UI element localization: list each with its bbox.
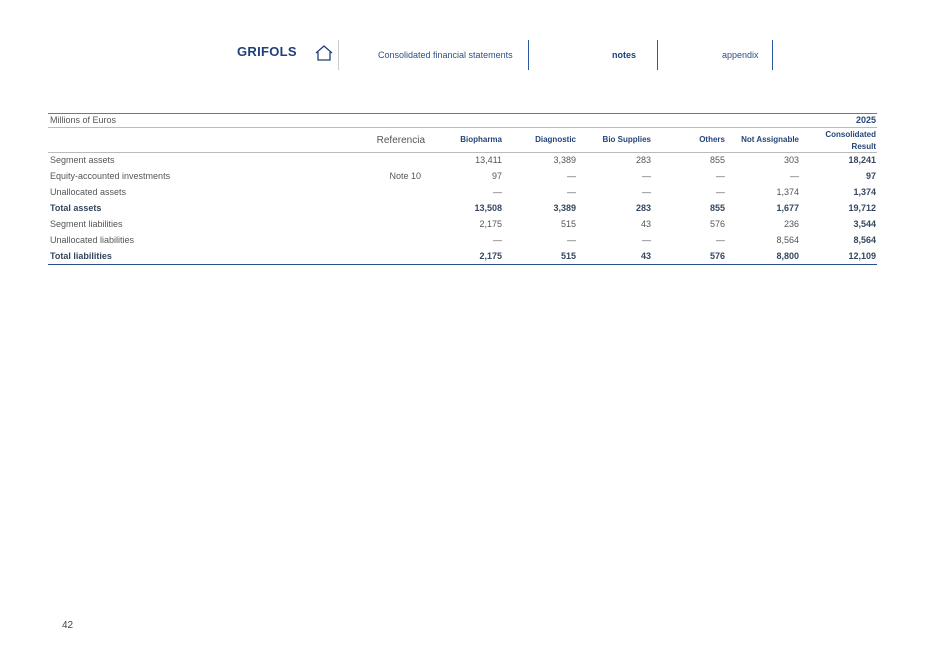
- cell-value: 13,508: [474, 203, 502, 213]
- cell-value: 18,241: [848, 155, 876, 165]
- cell-value: 303: [783, 155, 799, 165]
- cell-value: —: [567, 171, 576, 181]
- cell-value: —: [567, 187, 576, 197]
- cell-value: 3,389: [553, 203, 576, 213]
- cell-value: 515: [560, 251, 576, 261]
- row-label: Unallocated assets: [50, 187, 127, 197]
- rule: [48, 152, 877, 153]
- cell-value: —: [716, 171, 725, 181]
- column-header: Bio Supplies: [602, 135, 651, 144]
- cell-value: —: [642, 187, 651, 197]
- rule: [48, 113, 877, 114]
- cell-value: 19,712: [848, 203, 876, 213]
- home-icon[interactable]: [314, 44, 334, 62]
- cell-value: 2,175: [479, 219, 502, 229]
- cell-value: 515: [560, 219, 576, 229]
- cell-value: —: [790, 171, 799, 181]
- nav-link[interactable]: notes: [612, 50, 637, 60]
- divider: [528, 40, 529, 70]
- column-header: Consolidated Result: [825, 130, 876, 151]
- row-label: Segment liabilities: [50, 219, 123, 229]
- column-header: Referencia: [376, 135, 425, 146]
- unit: Millions of Euros: [50, 115, 117, 125]
- cell-value: —: [642, 171, 651, 181]
- column-header: Diagnostic: [535, 135, 576, 144]
- cell-value: 855: [709, 155, 725, 165]
- cell-value: 576: [709, 219, 725, 229]
- row-label: Equity-accounted investments: [50, 171, 171, 181]
- cell-value: —: [716, 187, 725, 197]
- cell-value: 1,677: [776, 203, 799, 213]
- cell-value: 43: [640, 219, 651, 229]
- cell-value: 576: [709, 251, 725, 261]
- cell-value: —: [493, 235, 502, 245]
- column-header: Not Assignable: [741, 135, 799, 144]
- cell-value: —: [716, 235, 725, 245]
- year: 2025: [855, 115, 876, 125]
- nav-link[interactable]: appendix: [722, 50, 759, 60]
- divider: [338, 40, 339, 70]
- row-ref: Note 10: [389, 171, 421, 181]
- row-label: Segment assets: [50, 155, 115, 165]
- column-header: Biopharma: [460, 135, 502, 144]
- logo: GRIFOLS: [237, 44, 297, 59]
- cell-value: —: [493, 187, 502, 197]
- cell-value: 43: [640, 251, 651, 261]
- cell-value: —: [642, 235, 651, 245]
- nav-link[interactable]: Consolidated financial statements: [378, 50, 513, 60]
- cell-value: 3,544: [853, 219, 876, 229]
- cell-value: 1,374: [776, 187, 799, 197]
- cell-value: 97: [491, 171, 502, 181]
- cell-value: 12,109: [848, 251, 876, 261]
- divider: [772, 40, 773, 70]
- cell-value: 283: [635, 203, 651, 213]
- cell-value: 855: [709, 203, 725, 213]
- cell-value: 3,389: [553, 155, 576, 165]
- cell-value: 1,374: [853, 187, 876, 197]
- cell-value: 283: [635, 155, 651, 165]
- cell-value: 8,800: [776, 251, 799, 261]
- cell-value: —: [567, 235, 576, 245]
- row-label: Total assets: [50, 203, 102, 213]
- column-header: Others: [699, 135, 725, 144]
- cell-value: 13,411: [475, 155, 502, 165]
- row-label: Total liabilities: [50, 251, 112, 261]
- divider: [657, 40, 658, 70]
- cell-value: 97: [865, 171, 876, 181]
- rule: [48, 264, 877, 265]
- cell-value: 2,175: [479, 251, 502, 261]
- rule: [48, 127, 877, 128]
- row-label: Unallocated liabilities: [50, 235, 135, 245]
- cell-value: 8,564: [853, 235, 876, 245]
- page-number: 42: [62, 620, 74, 631]
- cell-value: 8,564: [776, 235, 799, 245]
- cell-value: 236: [783, 219, 799, 229]
